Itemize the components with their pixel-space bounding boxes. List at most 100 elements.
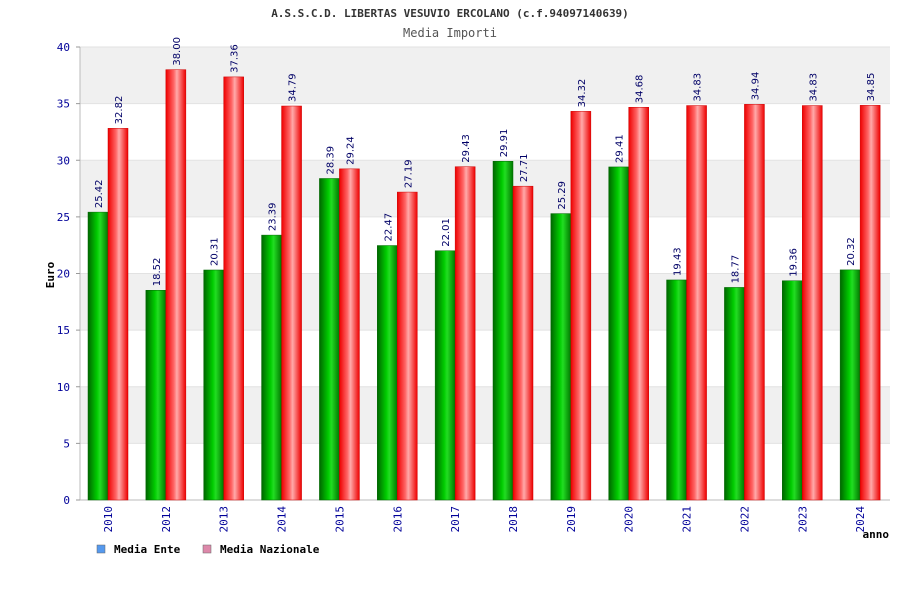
bar-media-nazionale xyxy=(744,104,765,501)
y-axis-label: Euro xyxy=(44,261,57,288)
y-tick-label: 40 xyxy=(57,41,70,54)
chart-title: A.S.S.C.D. LIBERTAS VESUVIO ERCOLANO (c.… xyxy=(271,7,629,20)
value-label: 37.36 xyxy=(230,44,241,73)
x-tick-label: 2024 xyxy=(854,506,867,533)
value-label: 34.83 xyxy=(808,73,819,102)
value-label: 20.32 xyxy=(846,237,857,266)
bar-media-nazionale xyxy=(570,111,592,501)
value-label: 20.31 xyxy=(210,237,221,266)
bar-media-nazionale xyxy=(223,76,244,501)
bar-media-nazionale xyxy=(339,168,360,501)
bar-media-nazionale xyxy=(281,105,302,501)
value-label: 32.82 xyxy=(114,96,125,125)
x-tick-label: 2019 xyxy=(565,506,578,533)
legend-swatch xyxy=(96,544,106,554)
plot-band xyxy=(80,160,890,217)
bar-media-nazionale xyxy=(512,185,534,501)
y-tick-label: 10 xyxy=(57,381,70,394)
legend-swatch xyxy=(202,544,212,554)
bar-media-ente xyxy=(492,161,514,501)
bar-media-ente xyxy=(261,234,282,501)
legend-label: Media Ente xyxy=(114,543,181,556)
x-tick-label: 2018 xyxy=(507,506,520,533)
bar-media-ente xyxy=(839,269,861,501)
x-tick-label: 2015 xyxy=(333,506,346,533)
value-label: 19.43 xyxy=(673,247,684,276)
bar-media-nazionale xyxy=(859,105,881,501)
bar-media-ente xyxy=(377,245,398,501)
bar-media-nazionale xyxy=(397,191,418,501)
value-label: 29.43 xyxy=(461,134,472,163)
plot-band xyxy=(80,216,890,274)
value-label: 28.39 xyxy=(325,146,336,175)
plot-band xyxy=(80,47,890,104)
y-tick-label: 25 xyxy=(57,211,70,224)
y-tick-label: 30 xyxy=(57,154,70,167)
x-tick-label: 2012 xyxy=(160,506,173,533)
legend-label: Media Nazionale xyxy=(220,543,320,556)
value-label: 34.79 xyxy=(288,73,299,102)
value-label: 29.91 xyxy=(499,129,510,158)
legend: Media Ente Media Nazionale xyxy=(96,543,320,556)
value-label: 25.42 xyxy=(94,179,105,208)
value-label: 34.85 xyxy=(866,73,877,102)
plot-band xyxy=(80,103,890,161)
x-tick-label: 2022 xyxy=(738,506,751,533)
x-tick-label: 2021 xyxy=(681,506,694,533)
bar-media-ente xyxy=(87,211,109,501)
plot-band xyxy=(80,273,890,331)
value-label: 38.00 xyxy=(172,37,183,66)
value-label: 34.94 xyxy=(750,72,761,101)
value-label: 18.52 xyxy=(152,258,163,287)
value-label: 27.71 xyxy=(519,154,530,183)
bar-media-nazionale xyxy=(628,106,649,501)
bar-media-nazionale xyxy=(165,69,187,501)
value-label: 34.83 xyxy=(693,73,704,102)
x-tick-label: 2014 xyxy=(276,506,289,533)
x-tick-label: 2016 xyxy=(391,506,404,533)
value-label: 34.68 xyxy=(635,75,646,104)
bar-media-ente xyxy=(608,166,629,501)
bar-media-ente xyxy=(319,178,340,501)
value-label: 25.29 xyxy=(557,181,568,210)
x-tick-label: 2020 xyxy=(623,506,636,533)
x-tick-label: 2017 xyxy=(449,506,462,533)
x-tick-label: 2010 xyxy=(102,506,115,533)
y-axis-ticks: 0 5 10 15 20 25 30 35 40 xyxy=(57,41,80,507)
value-label: 29.41 xyxy=(615,134,626,163)
bar-media-ente xyxy=(550,213,572,501)
bar-media-ente xyxy=(724,287,745,501)
bar-media-ente xyxy=(145,290,167,501)
plot-band xyxy=(80,443,890,500)
plot-band xyxy=(80,386,890,444)
y-tick-label: 15 xyxy=(57,324,70,337)
value-labels: 25.42 32.82 18.52 38.00 20.31 37.36 23.39 34.79… xyxy=(94,37,877,286)
value-label: 23.39 xyxy=(268,202,279,231)
y-tick-label: 0 xyxy=(63,494,70,507)
y-tick-label: 35 xyxy=(57,98,70,111)
bar-media-ente xyxy=(434,250,456,501)
value-label: 19.36 xyxy=(788,248,799,277)
value-label: 18.77 xyxy=(730,255,741,284)
value-label: 29.24 xyxy=(345,136,356,165)
bar-media-nazionale xyxy=(107,128,129,501)
bar-media-ente xyxy=(203,269,224,501)
y-tick-label: 5 xyxy=(63,437,70,450)
value-label: 27.19 xyxy=(403,159,414,188)
bars xyxy=(87,69,881,501)
value-label: 34.32 xyxy=(577,79,588,108)
x-tick-label: 2013 xyxy=(218,506,231,533)
plot-band xyxy=(80,330,890,387)
bar-media-ente xyxy=(782,280,803,501)
bar-media-ente xyxy=(666,279,687,501)
bar-media-nazionale xyxy=(686,105,707,501)
x-tick-label: 2023 xyxy=(796,506,809,533)
value-label: 22.47 xyxy=(383,213,394,242)
value-label: 22.01 xyxy=(441,218,452,247)
x-axis-ticks: 2010 2012 2013 2014 2015 2016 2017 2018 2019 2020… xyxy=(102,506,867,533)
y-tick-label: 20 xyxy=(57,268,70,281)
bar-media-nazionale xyxy=(802,105,823,501)
chart-subtitle: Media Importi xyxy=(403,26,497,40)
